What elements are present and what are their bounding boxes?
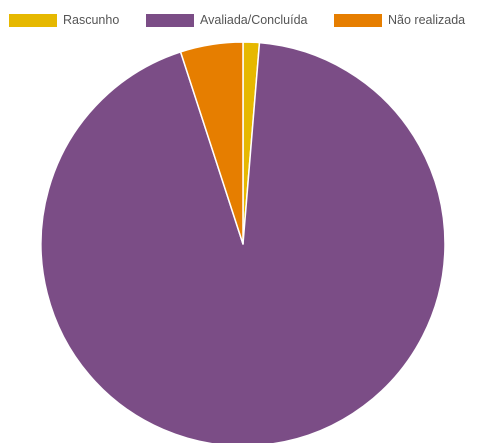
legend-swatch-rascunho [9,14,57,27]
chart-legend: Rascunho Avaliada/Concluída Não realizad… [0,11,480,31]
pie-slice-nao-realizada[interactable] [179,41,244,245]
legend-label-rascunho: Rascunho [63,13,120,27]
legend-label-nao-realizada: Não realizada [388,13,466,27]
legend-swatch-avaliada-concluida [146,14,194,27]
pie-slice-avaliada-concluida[interactable] [40,41,446,443]
legend-label-avaliada-concluida: Avaliada/Concluída [200,13,308,27]
legend-swatch-nao-realizada [334,14,382,27]
